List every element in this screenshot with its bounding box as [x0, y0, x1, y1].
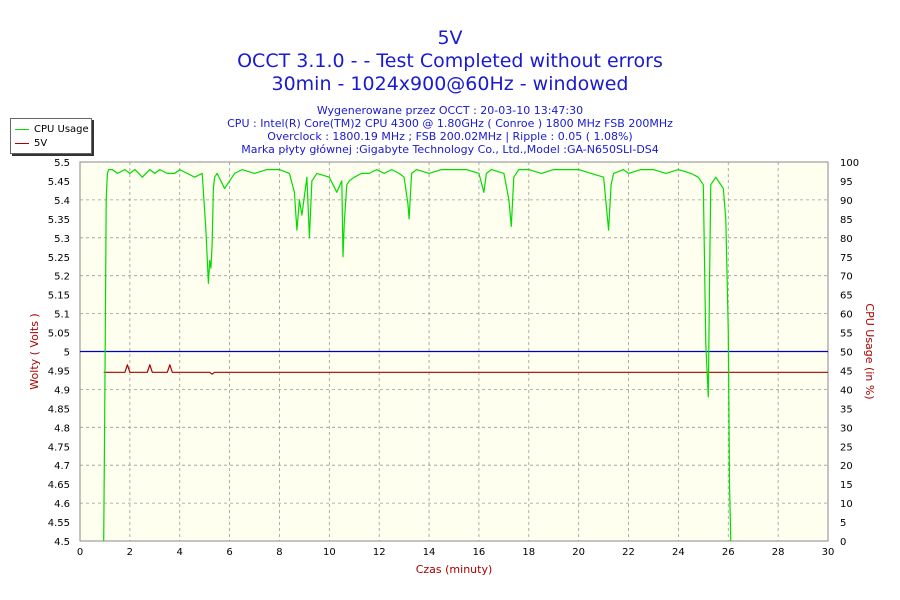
x-tick-label: 12 — [373, 547, 386, 558]
legend-swatch-cpu-usage — [15, 128, 29, 130]
y-left-axis-label: Wolty ( Volts ) — [28, 313, 41, 389]
y-left-tick-label: 5.45 — [48, 177, 70, 188]
y-left-tick-label: 5.1 — [54, 310, 70, 321]
legend-item-cpu-usage: CPU Usage — [15, 123, 89, 135]
legend-swatch-5v — [15, 142, 29, 144]
series-lines — [103, 169, 828, 542]
y-left-tick-label: 4.65 — [48, 480, 70, 491]
info-cpu: CPU : Intel(R) Core(TM)2 CPU 4300 @ 1.80… — [227, 117, 673, 130]
series-line-cpu-usage — [103, 169, 732, 542]
y-right-tick-label: 55 — [840, 329, 853, 340]
y-left-tick-label: 5.5 — [54, 158, 70, 169]
y-right-tick-label: 15 — [840, 480, 853, 491]
y-right-tick-label: 35 — [840, 404, 853, 415]
y-right-tick-label: 50 — [840, 348, 853, 359]
y-right-tick-label: 30 — [840, 423, 853, 434]
y-left-tick-label: 4.6 — [54, 499, 70, 510]
series-line-5v — [103, 364, 828, 375]
info-generated: Wygenerowane przez OCCT : 20-03-10 13:47… — [316, 104, 584, 117]
y-right-tick-label: 80 — [840, 234, 853, 245]
y-right-tick-label: 25 — [840, 442, 853, 453]
y-left-tick-label: 5.25 — [48, 253, 70, 264]
y-left-tick-label: 5.2 — [54, 272, 70, 283]
y-right-tick-label: 0 — [840, 537, 846, 548]
legend-label-5v: 5V — [34, 137, 48, 149]
y-right-tick-label: 10 — [840, 499, 853, 510]
x-tick-label: 16 — [473, 547, 486, 558]
y-left-tick-label: 5.35 — [48, 215, 70, 226]
y-right-tick-label: 85 — [840, 215, 853, 226]
y-right-tick-label: 90 — [840, 196, 853, 207]
chart-subtitle-2: 30min - 1024x900@60Hz - windowed — [271, 73, 629, 95]
y-left-tick-labels: 5.5 5.45 5.4 5.35 5.3 5.25 5.2 5.15 5.1 5.05 5 4.95… — [48, 158, 70, 548]
y-left-tick-label: 4.55 — [48, 518, 70, 529]
x-tick-label: 26 — [722, 547, 735, 558]
x-tick-label: 14 — [423, 547, 436, 558]
y-left-tick-label: 4.7 — [54, 461, 70, 472]
x-tick-label: 10 — [323, 547, 336, 558]
y-right-tick-label: 75 — [840, 253, 853, 264]
y-right-tick-label: 20 — [840, 461, 853, 472]
y-left-tick-label: 4.9 — [54, 385, 70, 396]
x-tick-label: 30 — [822, 547, 835, 558]
y-right-tick-label: 45 — [840, 366, 853, 377]
chart-subtitle-1: OCCT 3.1.0 - - Test Completed without er… — [237, 50, 663, 72]
y-left-tick-label: 5.4 — [54, 196, 70, 207]
y-right-tick-label: 5 — [840, 518, 846, 529]
x-tick-label: 4 — [177, 547, 183, 558]
y-left-tick-label: 4.8 — [54, 423, 70, 434]
y-left-tick-label: 4.5 — [54, 537, 70, 548]
x-tick-label: 28 — [772, 547, 785, 558]
info-motherboard: Marka płyty głównej :Gigabyte Technology… — [241, 143, 659, 156]
y-right-tick-label: 100 — [840, 158, 859, 169]
x-tick-label: 18 — [522, 547, 535, 558]
y-left-tick-label: 5.05 — [48, 329, 70, 340]
y-left-tick-label: 4.75 — [48, 442, 70, 453]
y-right-tick-labels: 1009590858075706560555045403530252015105… — [840, 158, 859, 548]
y-left-tick-label: 4.95 — [48, 366, 70, 377]
y-right-tick-label: 95 — [840, 177, 853, 188]
y-left-tick-label: 5 — [64, 348, 70, 359]
x-tick-label: 0 — [77, 547, 83, 558]
x-tick-label: 2 — [127, 547, 133, 558]
legend-label-cpu-usage: CPU Usage — [34, 123, 89, 135]
x-tick-label: 24 — [672, 547, 685, 558]
y-right-tick-label: 65 — [840, 291, 853, 302]
x-tick-label: 8 — [276, 547, 282, 558]
legend-item-5v: 5V — [15, 137, 47, 149]
y-right-axis-label: CPU Usage (in %) — [863, 303, 876, 399]
chart-title: 5V — [437, 27, 463, 49]
y-right-tick-label: 60 — [840, 310, 853, 321]
info-overclock: Overclock : 1800.19 MHz ; FSB 200.02MHz … — [267, 130, 633, 143]
y-right-tick-label: 40 — [840, 385, 853, 396]
x-tick-label: 22 — [622, 547, 635, 558]
x-axis-label: Czas (minuty) — [416, 563, 493, 576]
x-tick-label: 20 — [572, 547, 585, 558]
legend: CPU Usage 5V — [10, 118, 92, 154]
y-left-tick-label: 5.15 — [48, 291, 70, 302]
y-right-tick-label: 70 — [840, 272, 853, 283]
x-tick-labels: 0 2 4 6 8 10 12 14 16 18 20 22 24 26 28 30 — [77, 547, 835, 558]
x-tick-label: 6 — [226, 547, 232, 558]
y-left-tick-label: 4.85 — [48, 404, 70, 415]
y-left-tick-label: 5.3 — [54, 234, 70, 245]
